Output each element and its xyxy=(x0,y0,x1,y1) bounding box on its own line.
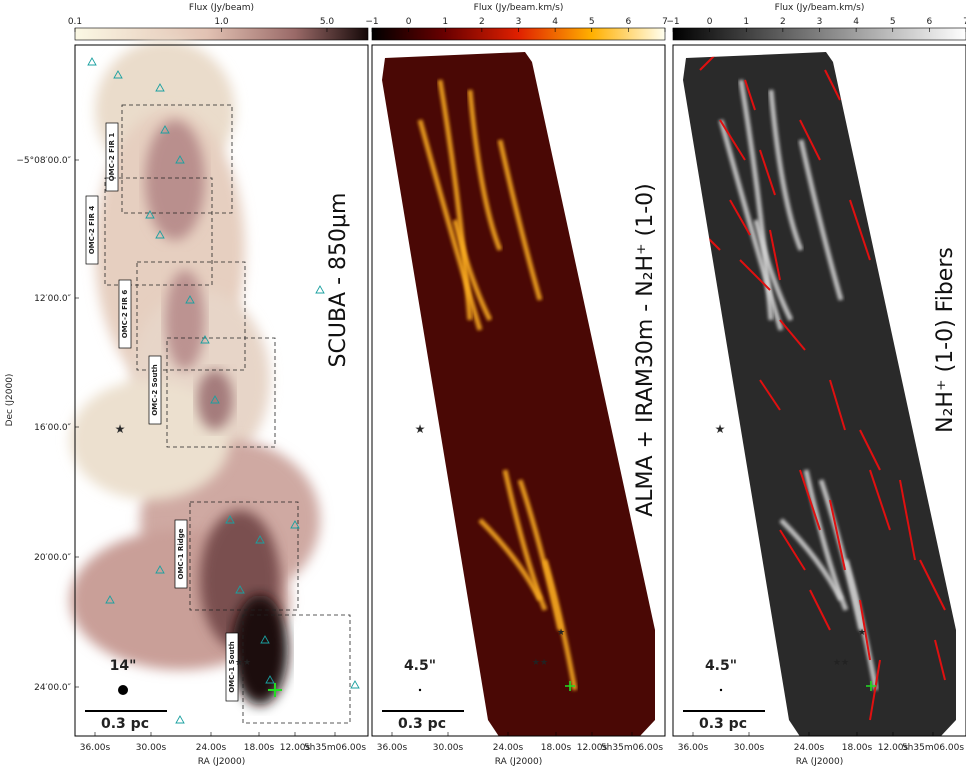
x-tick-label: 30.00s xyxy=(734,743,765,753)
star: ★ xyxy=(416,425,424,435)
colorbar-tick-label: 5 xyxy=(890,17,896,27)
beam-label: 4.5" xyxy=(705,658,737,674)
y-tick-label: 24′00.0″ xyxy=(34,683,72,693)
image-panel: ★★★★ xyxy=(372,45,665,736)
colorbar-label: Flux (Jy/beam) xyxy=(189,3,254,13)
y-tick-label: 16′00.0″ xyxy=(34,423,72,433)
scale-label: 0.3 pc xyxy=(398,716,446,732)
star: ★ xyxy=(557,628,565,638)
x-tick-label: 18.00s xyxy=(842,743,873,753)
colorbar-tick-label: 0 xyxy=(707,17,713,27)
y-tick-label: −5°08′00.0″ xyxy=(16,156,71,166)
region-label: OMC-1 Ridge xyxy=(177,528,185,579)
star: ★★ xyxy=(833,658,849,668)
x-tick-label: 18.00s xyxy=(244,743,275,753)
x-tick-label: 18.00s xyxy=(541,743,572,753)
x-axis-label: RA (J2000) xyxy=(796,757,844,767)
x-tick-label: 30.00s xyxy=(433,743,464,753)
star: ★ xyxy=(116,425,124,435)
x-tick-label: 30.00s xyxy=(136,743,167,753)
colorbar-tick-label: 1.0 xyxy=(214,17,229,27)
panel-title: ALMA + IRAM30m - N₂H⁺ (1-0) xyxy=(633,183,658,517)
x-tick-label: 24.00s xyxy=(794,743,825,753)
scale-label: 0.3 pc xyxy=(699,716,747,732)
x-tick-label: 36.00s xyxy=(80,743,111,753)
panel-title: N₂H⁺ (1-0) Fibers xyxy=(933,247,958,433)
y-axis-label: Dec (J2000) xyxy=(5,374,15,427)
star: ★★ xyxy=(532,658,548,668)
star: ★★ xyxy=(235,658,251,668)
colorbar-tick-label: −1 xyxy=(365,17,378,27)
beam-label: 14" xyxy=(110,658,137,674)
emission xyxy=(197,370,233,430)
region-label: OMC-2 FIR 4 xyxy=(88,206,96,255)
region-label: OMC-2 FIR 6 xyxy=(121,290,129,339)
colorbar-tick-label: 3 xyxy=(817,17,823,27)
x-tick-label: 5h35m06.00s xyxy=(601,743,663,753)
region-label: OMC-2 FIR 1 xyxy=(108,133,116,182)
beam xyxy=(419,689,421,691)
map-background xyxy=(673,45,966,736)
emission xyxy=(145,120,205,240)
colorbar-label: Flux (Jy/beam.km/s) xyxy=(474,3,564,13)
map xyxy=(673,45,966,736)
colorbar-tick-label: −1 xyxy=(666,17,679,27)
image-panel: ★★★★ xyxy=(673,45,966,736)
scale-label: 0.3 pc xyxy=(101,716,149,732)
colorbar-tick-label: 5.0 xyxy=(320,17,335,27)
emission xyxy=(232,595,288,705)
y-tick-label: 12′00.0″ xyxy=(34,294,72,304)
x-tick-label: 36.00s xyxy=(377,743,408,753)
panel-title: SCUBA - 850μm xyxy=(326,193,351,368)
figure: Flux (Jy/beam)0.11.05.0OMC-2 FIR 1OMC-2 … xyxy=(0,0,966,769)
x-tick-label: 24.00s xyxy=(196,743,227,753)
x-tick-label: 24.00s xyxy=(493,743,524,753)
x-axis-label: RA (J2000) xyxy=(495,757,543,767)
map-background xyxy=(372,45,665,736)
colorbar-tick-label: 1 xyxy=(442,17,448,27)
colorbar-tick-label: 3 xyxy=(516,17,522,27)
colorbar-tick-label: 1 xyxy=(743,17,749,27)
colorbar-tick-label: 0 xyxy=(406,17,412,27)
colorbar-tick-label: 4 xyxy=(552,17,558,27)
image-panel: OMC-2 FIR 1 OMC-2 FIR 4 OMC-2 FIR 6 OMC-2 S… xyxy=(70,40,368,736)
map xyxy=(372,45,665,736)
x-tick-label: 5h35m06.00s xyxy=(304,743,366,753)
colorbar-tick-label: 5 xyxy=(589,17,595,27)
x-tick-label: 36.00s xyxy=(678,743,709,753)
star: ★ xyxy=(858,628,866,638)
colorbar-tick-label: 4 xyxy=(853,17,859,27)
star: ★ xyxy=(716,425,724,435)
y-tick-label: 20′00.0″ xyxy=(34,553,72,563)
colorbar-label: Flux (Jy/beam.km/s) xyxy=(775,3,865,13)
beam xyxy=(720,689,722,691)
colorbar-tick-label: 2 xyxy=(479,17,485,27)
colorbar-tick-label: 6 xyxy=(927,17,933,27)
beam-label: 4.5" xyxy=(404,658,436,674)
colorbar-tick-label: 6 xyxy=(626,17,632,27)
beam xyxy=(118,685,128,695)
region-label: OMC-2 South xyxy=(151,364,159,416)
colorbar-tick-label: 0.1 xyxy=(68,17,82,27)
x-axis-label: RA (J2000) xyxy=(198,757,246,767)
colorbar-tick-label: 2 xyxy=(780,17,786,27)
x-tick-label: 5h35m06.00s xyxy=(902,743,964,753)
